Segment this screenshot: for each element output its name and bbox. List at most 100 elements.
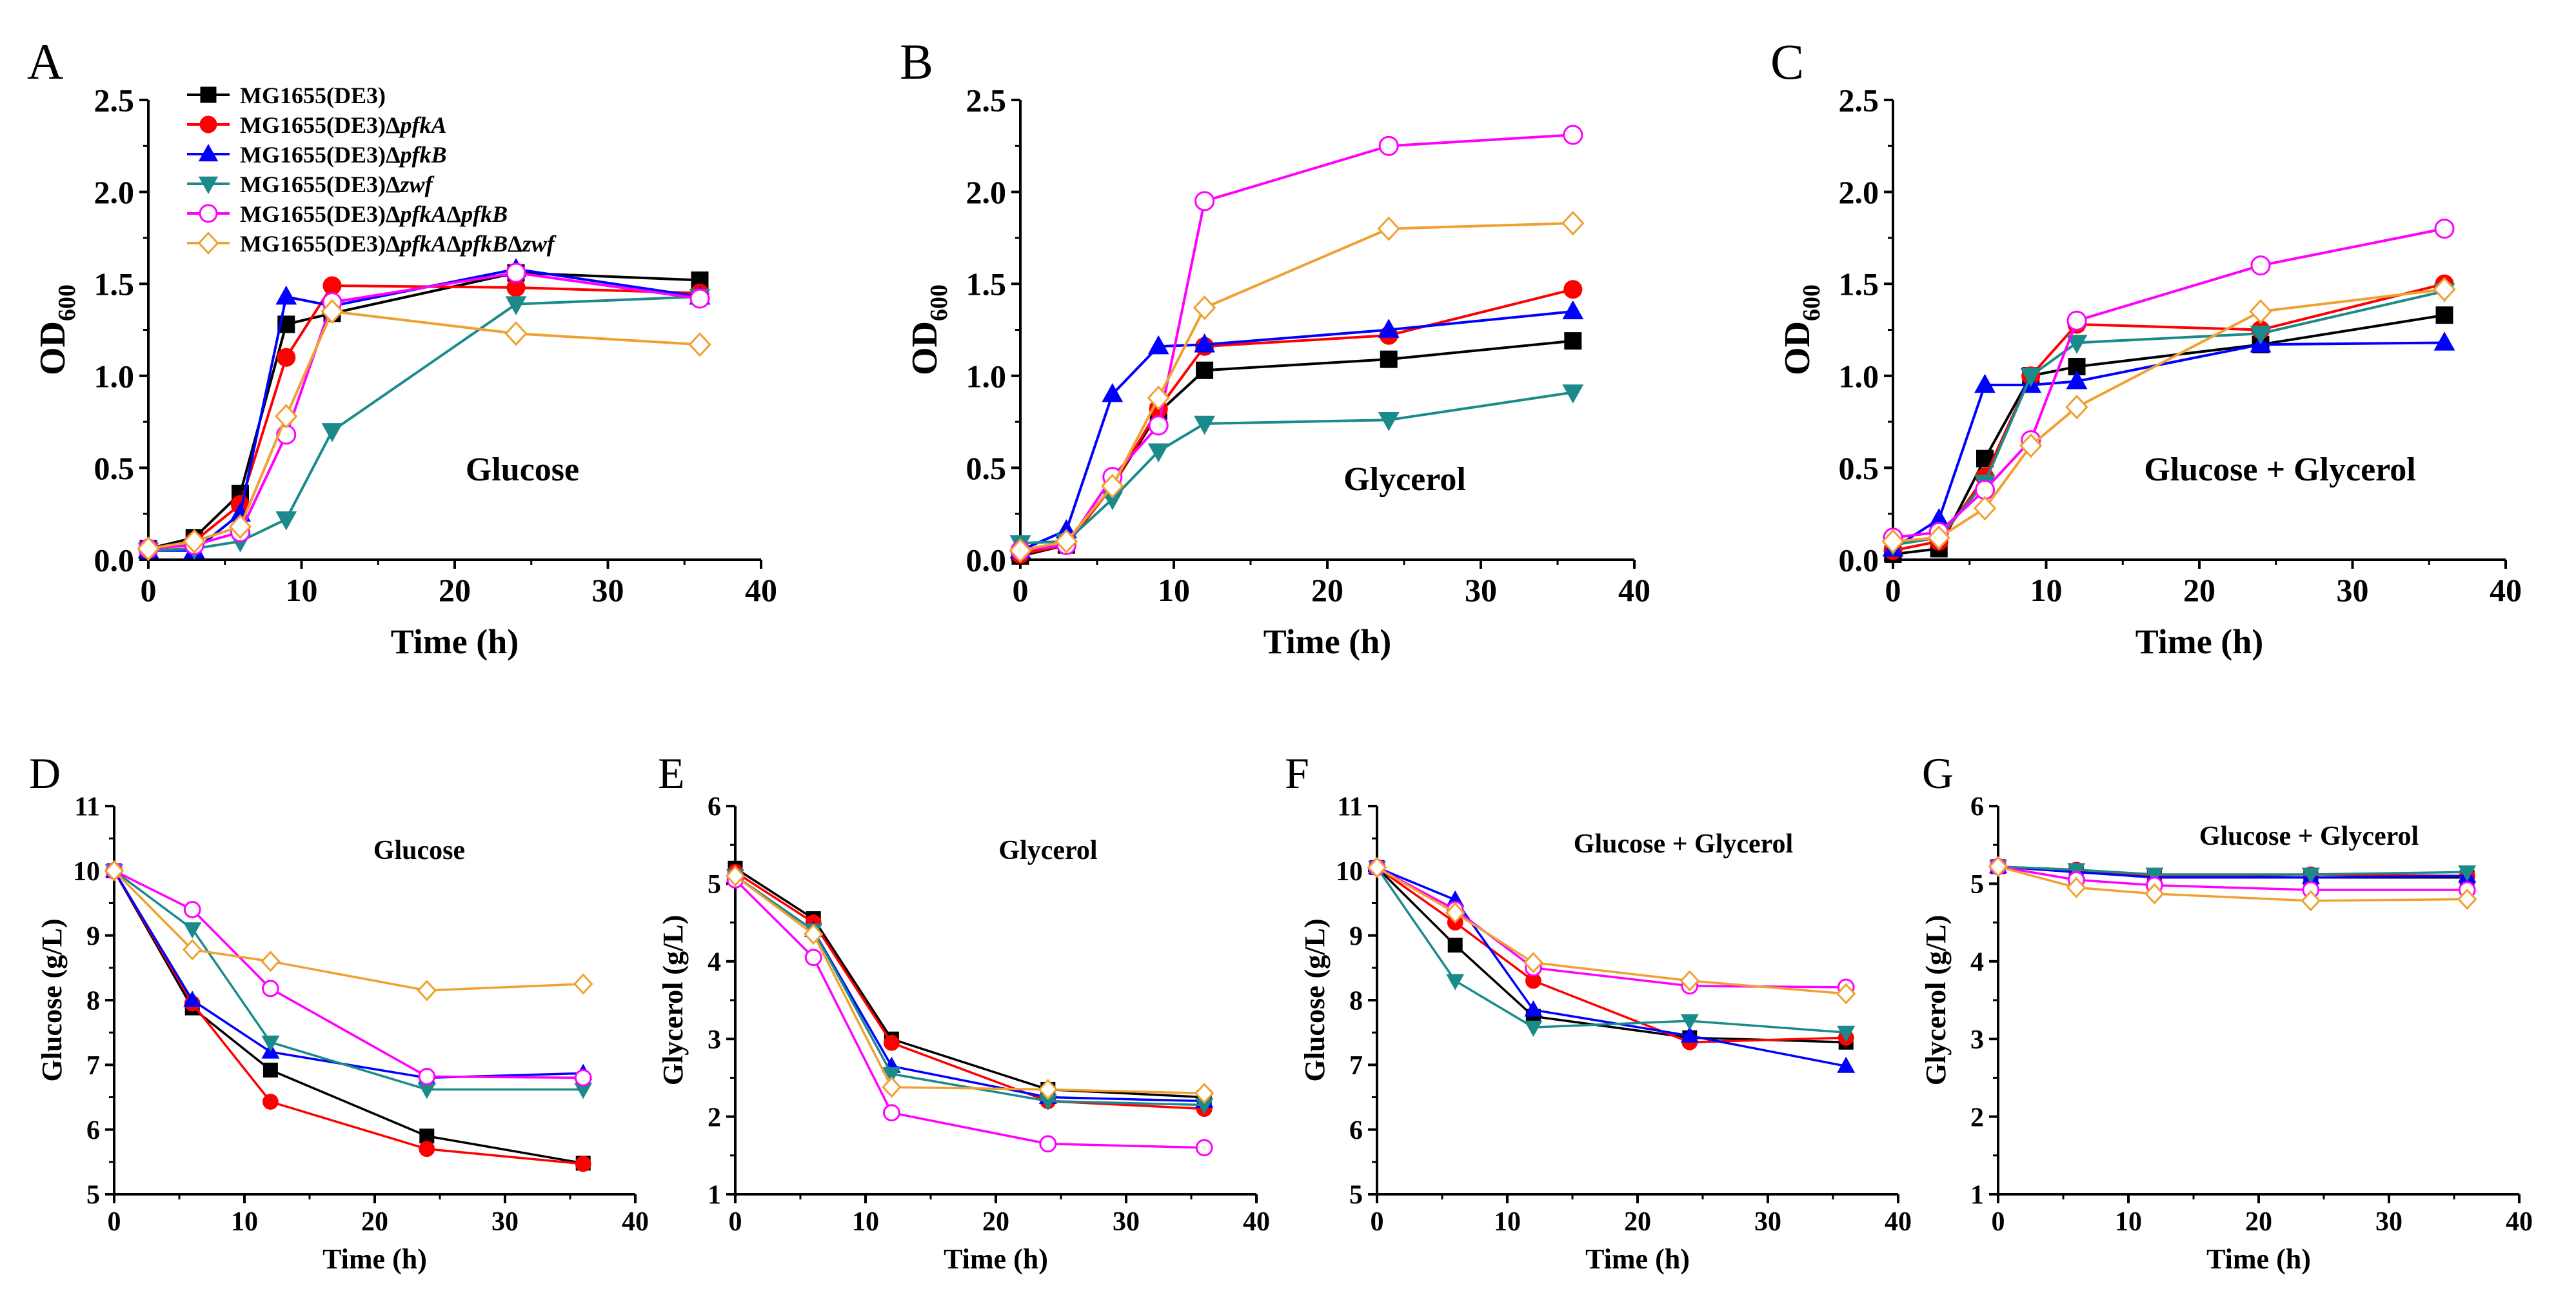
data-point xyxy=(574,1069,592,1087)
series-6 xyxy=(104,860,593,1001)
legend-label: MG1655(DE3)ΔpfkA xyxy=(240,112,447,138)
data-point xyxy=(417,980,437,1001)
x-tick-label: 20 xyxy=(1311,572,1343,608)
series-2 xyxy=(727,863,1213,1117)
y-tick-label: 9 xyxy=(1349,921,1363,951)
series-line xyxy=(113,870,584,1165)
series-line xyxy=(1020,222,1573,552)
data-point xyxy=(573,973,593,995)
data-point xyxy=(884,1034,900,1051)
series-3 xyxy=(104,861,593,1085)
y-tick-label: 11 xyxy=(74,793,100,822)
x-tick-label: 40 xyxy=(2490,572,2522,608)
data-point xyxy=(1563,280,1583,299)
y-tick-label: 6 xyxy=(1970,793,1984,822)
series-line xyxy=(734,879,1205,1149)
y-axis-label: Glucose (g/L) xyxy=(1299,919,1331,1082)
panel-annotation: Glycerol xyxy=(1343,461,1466,498)
panel-letter: C xyxy=(1770,34,1804,90)
data-point xyxy=(2145,883,2165,905)
data-point xyxy=(803,923,824,945)
data-point xyxy=(2433,331,2455,351)
panel-c: 0 10 20 30 40 0.0 0.5 1.0 1.5 2.0 2.5 Time (h) OD600… xyxy=(1770,34,2522,661)
series-line xyxy=(735,867,1205,1099)
panel-letter: F xyxy=(1285,749,1309,798)
panel-d: 0 10 20 30 40 5 6 7 8 9 10 11 Time (h) Glucose (g/L) D… xyxy=(29,749,649,1275)
x-axis-label: Time (h) xyxy=(322,1243,427,1275)
series-6 xyxy=(1988,856,2477,912)
legend-entry: MG1655(DE3)ΔpfkAΔpfkBΔzwf xyxy=(187,231,557,257)
data-point xyxy=(882,1067,901,1084)
panel-e: 0 10 20 30 40 1 2 3 4 5 6 Time (h) Glycerol (g/L) E Gl… xyxy=(657,749,1270,1275)
data-point xyxy=(1148,415,1169,436)
series-6 xyxy=(1009,210,1585,563)
series-4 xyxy=(1367,860,1856,1042)
data-point xyxy=(2301,890,2321,912)
data-point xyxy=(1378,412,1400,431)
panel-annotation: Glucose xyxy=(373,836,465,865)
data-point xyxy=(1038,1078,1058,1100)
series-1 xyxy=(1884,306,2453,563)
data-point xyxy=(1193,295,1216,320)
series-5 xyxy=(1010,124,1583,561)
data-point xyxy=(2067,863,2086,880)
y-tick-label: 1.0 xyxy=(966,358,1007,394)
data-point xyxy=(1973,496,1997,521)
panel-annotation: Glucose + Glycerol xyxy=(1574,829,1793,859)
x-tick-label: 0 xyxy=(1885,572,1901,608)
x-tick-label: 40 xyxy=(1885,1207,1912,1237)
y-tick-label: 6 xyxy=(86,1116,100,1145)
y-tick-label: 7 xyxy=(1349,1051,1363,1081)
x-tick-label: 10 xyxy=(852,1207,879,1237)
data-point xyxy=(1680,1014,1699,1030)
x-axis-label: Time (h) xyxy=(1263,622,1392,661)
x-tick-label: 10 xyxy=(1494,1207,1521,1237)
x-tick-label: 0 xyxy=(1371,1207,1384,1237)
data-point xyxy=(2065,395,2088,420)
data-point xyxy=(1147,335,1169,355)
data-point xyxy=(1445,902,1465,924)
data-point xyxy=(2457,888,2477,910)
data-point xyxy=(505,296,527,315)
series-1 xyxy=(139,264,709,558)
data-point xyxy=(263,1094,279,1110)
x-axis-label: Time (h) xyxy=(391,622,519,661)
data-point xyxy=(688,332,711,357)
x-tick-label: 20 xyxy=(2245,1207,2272,1237)
data-point xyxy=(1055,529,1078,554)
x-tick-label: 30 xyxy=(1754,1207,1781,1237)
data-point xyxy=(2019,433,2043,458)
x-tick-label: 10 xyxy=(1158,572,1190,608)
y-tick-label: 1.0 xyxy=(94,358,135,394)
data-point xyxy=(417,1083,436,1099)
series-4 xyxy=(1882,283,2455,557)
y-tick-label: 0.0 xyxy=(966,542,1007,578)
x-tick-label: 30 xyxy=(1465,572,1497,608)
series-3 xyxy=(1882,331,2455,557)
series-2 xyxy=(106,862,591,1172)
data-point xyxy=(883,1104,900,1121)
data-point xyxy=(1524,1020,1543,1037)
legend-label: MG1655(DE3)Δzwf xyxy=(240,172,435,197)
x-axis-label: Time (h) xyxy=(2135,622,2264,661)
data-point xyxy=(183,922,202,939)
series-line xyxy=(148,268,700,552)
y-tick-label: 10 xyxy=(73,857,100,887)
x-tick-label: 30 xyxy=(491,1207,519,1237)
data-point xyxy=(1562,300,1584,320)
y-tick-label: 4 xyxy=(708,948,721,978)
data-point xyxy=(2066,876,2086,898)
x-tick-label: 10 xyxy=(2030,572,2063,608)
data-point xyxy=(182,939,203,961)
panel-a: 0 10 20 30 40 0.0 0.5 1.0 1.5 2.0 2.5 Time (h) OD600… xyxy=(27,34,777,661)
data-point xyxy=(1101,473,1124,499)
data-point xyxy=(1563,124,1583,145)
data-point xyxy=(275,404,298,429)
series-1 xyxy=(1011,332,1582,565)
series-line xyxy=(1376,867,1847,1034)
y-tick-label: 5 xyxy=(708,870,721,900)
data-point xyxy=(1561,210,1585,236)
panel-g: 0 10 20 30 40 1 2 3 4 5 6 Time (h) Glycerol (g/L) G Gl… xyxy=(1920,749,2533,1275)
series-1 xyxy=(728,860,1212,1105)
data-point xyxy=(725,865,746,887)
